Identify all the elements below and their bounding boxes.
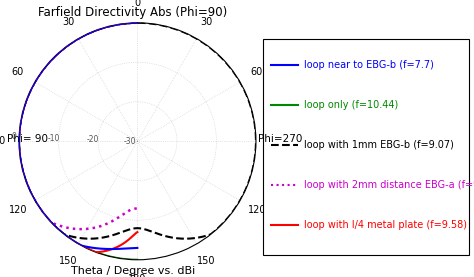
Text: -10: -10 <box>47 134 60 143</box>
Text: Theta / Degree vs. dBi: Theta / Degree vs. dBi <box>71 266 195 276</box>
Text: -30: -30 <box>124 137 137 145</box>
Text: loop only (f=10.44): loop only (f=10.44) <box>304 100 399 110</box>
Text: loop with 2mm distance EBG-a (f=9.22): loop with 2mm distance EBG-a (f=9.22) <box>304 179 474 190</box>
Text: loop with l/4 metal plate (f=9.58): loop with l/4 metal plate (f=9.58) <box>304 220 467 230</box>
Text: loop near to EBG-b (f=7.7): loop near to EBG-b (f=7.7) <box>304 60 434 70</box>
Text: Phi= 90: Phi= 90 <box>7 134 48 143</box>
Text: -20: -20 <box>87 135 100 144</box>
Text: Phi=270: Phi=270 <box>258 134 303 143</box>
Text: loop with 1mm EBG-b (f=9.07): loop with 1mm EBG-b (f=9.07) <box>304 140 454 150</box>
Text: Farfield Directivity Abs (Phi=90): Farfield Directivity Abs (Phi=90) <box>38 6 228 19</box>
Text: 0: 0 <box>12 132 17 142</box>
